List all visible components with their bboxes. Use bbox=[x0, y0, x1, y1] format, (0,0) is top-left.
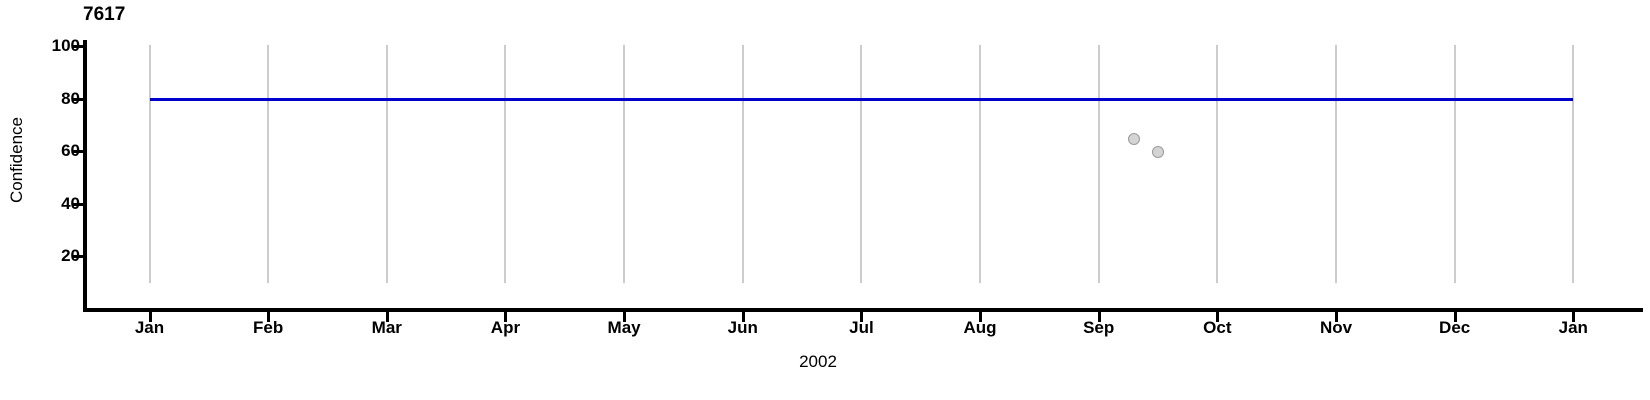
threshold-line bbox=[149, 97, 1574, 101]
x-tick-label-1: Feb bbox=[253, 318, 284, 337]
gridline-jan-0 bbox=[148, 45, 151, 283]
x-tick-mark-10 bbox=[1335, 311, 1338, 322]
y-tick-label-20: 20 bbox=[61, 246, 80, 266]
x-tick-label-11: Dec bbox=[1439, 318, 1471, 337]
gridline-feb-1 bbox=[267, 45, 270, 283]
y-tick-label-80: 80 bbox=[61, 88, 80, 108]
x-tick-mark-0 bbox=[148, 311, 152, 322]
y-tick-mark-100 bbox=[73, 44, 83, 48]
gridline-jan-12 bbox=[1572, 45, 1575, 283]
x-tick-label-12: Jan bbox=[1558, 318, 1588, 337]
x-tick-mark-7 bbox=[979, 311, 983, 322]
y-tick-mark-80 bbox=[73, 97, 83, 101]
y-axis-title: Confidence bbox=[7, 117, 26, 204]
x-tick-mark-2 bbox=[385, 311, 389, 322]
y-tick-mark-40 bbox=[73, 202, 83, 206]
data-point bbox=[1152, 146, 1165, 159]
x-tick-mark-9 bbox=[1216, 311, 1220, 322]
x-tick-label-5: Jun bbox=[727, 318, 758, 337]
y-axis-line bbox=[83, 40, 87, 312]
x-axis-title-text: 2002 bbox=[799, 352, 837, 371]
y-tick-label-60: 60 bbox=[61, 141, 80, 161]
x-tick-label-3: Apr bbox=[490, 318, 521, 337]
chart-title: 7617 bbox=[83, 4, 126, 25]
x-tick-label-6: Jul bbox=[849, 318, 874, 337]
gridline-mar-2 bbox=[385, 45, 388, 283]
x-tick-mark-1 bbox=[267, 311, 271, 322]
x-axis-line bbox=[83, 308, 1643, 312]
x-tick-mark-5 bbox=[741, 311, 745, 322]
x-axis-title: 2002 bbox=[0, 352, 1650, 372]
x-tick-label-10: Nov bbox=[1319, 318, 1353, 337]
gridline-sep-8 bbox=[1097, 45, 1100, 283]
gridline-aug-7 bbox=[979, 45, 982, 283]
x-tick-label-7: Aug bbox=[963, 318, 997, 337]
x-tick-mark-11 bbox=[1453, 311, 1457, 322]
x-tick-mark-8 bbox=[1097, 311, 1101, 322]
x-tick-label-9: Oct bbox=[1203, 318, 1232, 337]
gridline-may-4 bbox=[623, 45, 626, 283]
gridline-dec-11 bbox=[1453, 45, 1456, 283]
gridline-jul-6 bbox=[860, 45, 863, 283]
y-tick-mark-60 bbox=[73, 150, 83, 154]
y-tick-label-40: 40 bbox=[61, 193, 80, 213]
y-tick-mark-20 bbox=[73, 255, 83, 259]
x-tick-mark-6 bbox=[860, 311, 864, 322]
x-tick-label-0: Jan bbox=[134, 318, 165, 337]
x-tick-mark-3 bbox=[504, 311, 508, 322]
x-tick-mark-12 bbox=[1572, 311, 1576, 322]
y-tick-label-100: 100 bbox=[51, 35, 80, 55]
data-point bbox=[1128, 133, 1141, 146]
x-tick-label-4: May bbox=[607, 318, 641, 337]
gridline-nov-10 bbox=[1335, 45, 1337, 283]
x-tick-mark-4 bbox=[623, 311, 627, 322]
gridline-jun-5 bbox=[741, 45, 744, 283]
x-tick-label-2: Mar bbox=[371, 318, 402, 337]
gridline-apr-3 bbox=[504, 45, 507, 283]
x-tick-label-8: Sep bbox=[1083, 318, 1115, 337]
gridline-oct-9 bbox=[1216, 45, 1219, 283]
